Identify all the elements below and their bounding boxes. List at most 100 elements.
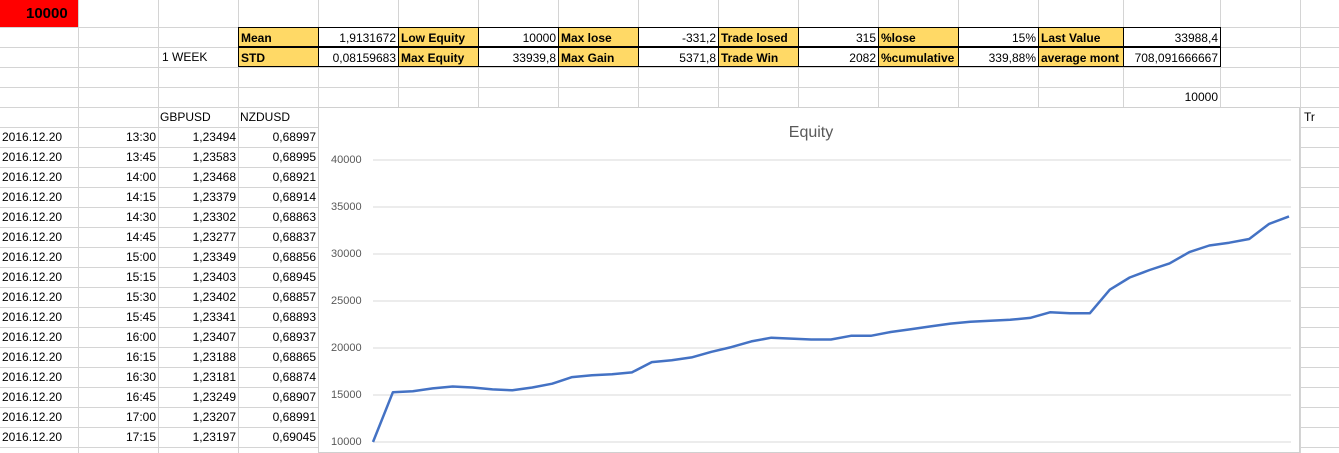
gbpusd-cell: 1,23207: [192, 410, 236, 424]
gbpusd-cell: 1,23494: [192, 130, 236, 144]
time-cell: 14:00: [125, 170, 156, 184]
nzdusd-cell: 0,68937: [272, 330, 316, 344]
date-cell: 2016.12.20: [2, 370, 63, 384]
stat-value: 5371,8: [638, 47, 719, 67]
nzdusd-cell: 0,68874: [272, 370, 316, 384]
gbpusd-cell: 1,23188: [192, 350, 236, 364]
nzdusd-cell: 0,68921: [272, 170, 316, 184]
stat-value: 33939,8: [478, 47, 559, 67]
date-cell: 2016.12.20: [2, 410, 63, 424]
stat-value: 2082: [798, 47, 879, 67]
gbpusd-cell: 1,23341: [192, 310, 236, 324]
stat-value: 315: [798, 27, 879, 47]
time-cell: 14:45: [125, 230, 156, 244]
nzdusd-cell: 0,69045: [272, 430, 316, 444]
time-cell: 16:00: [125, 330, 156, 344]
column-header: NZDUSD: [240, 110, 290, 124]
stat-label: Trade Win: [718, 47, 799, 67]
stat-value: -331,2: [638, 27, 719, 47]
nzdusd-cell: 0,68945: [272, 270, 316, 284]
time-cell: 15:30: [125, 290, 156, 304]
time-cell: 16:30: [125, 370, 156, 384]
nzdusd-cell: 0,68907: [272, 390, 316, 404]
date-cell: 2016.12.20: [2, 130, 63, 144]
nzdusd-cell: 0,68893: [272, 310, 316, 324]
stat-label: Mean: [238, 27, 319, 47]
partial-header: Tr: [1304, 110, 1315, 124]
y-tick-label: 35000: [331, 201, 362, 213]
nzdusd-cell: 0,68857: [272, 290, 316, 304]
stat-label: Low Equity: [398, 27, 479, 47]
nzdusd-cell: 0,68995: [272, 150, 316, 164]
stat-value: 0,08159683: [318, 47, 399, 67]
stat-label: Max Equity: [398, 47, 479, 67]
chart-title: Equity: [789, 124, 833, 141]
gbpusd-cell: 1,23249: [192, 390, 236, 404]
gridline: [1300, 0, 1301, 453]
stat-label: Max lose: [558, 27, 639, 47]
stat-label: average mont: [1038, 47, 1124, 67]
stat-label: STD: [238, 47, 319, 67]
column-header: GBPUSD: [160, 110, 211, 124]
stat-value: 33988,4: [1123, 27, 1221, 47]
stat-value: 708,091666667: [1123, 47, 1221, 67]
gridline: [0, 67, 1339, 68]
stat-label: Trade losed: [718, 27, 799, 47]
date-cell: 2016.12.20: [2, 350, 63, 364]
nzdusd-cell: 0,68863: [272, 210, 316, 224]
stat-label: Last Value: [1038, 27, 1124, 47]
time-cell: 16:15: [125, 350, 156, 364]
date-cell: 2016.12.20: [2, 250, 63, 264]
gbpusd-cell: 1,23277: [192, 230, 236, 244]
time-cell: 16:45: [125, 390, 156, 404]
gbpusd-cell: 1,23583: [192, 150, 236, 164]
y-tick-label: 10000: [331, 436, 362, 448]
gbpusd-cell: 1,23403: [192, 270, 236, 284]
stat-label: %cumulative: [878, 47, 959, 67]
stat-label: %lose: [878, 27, 959, 47]
equity-line: [371, 215, 1290, 443]
time-cell: 14:15: [125, 190, 156, 204]
header-cell: 10000: [0, 0, 78, 27]
time-cell: 17:15: [125, 430, 156, 444]
gbpusd-cell: 1,23302: [192, 210, 236, 224]
time-cell: 15:00: [125, 250, 156, 264]
stat-label: Max Gain: [558, 47, 639, 67]
time-cell: 13:45: [125, 150, 156, 164]
date-cell: 2016.12.20: [2, 210, 63, 224]
y-tick-label: 40000: [331, 154, 362, 166]
date-cell: 2016.12.20: [2, 190, 63, 204]
gbpusd-cell: 1,23379: [192, 190, 236, 204]
date-cell: 2016.12.20: [2, 390, 63, 404]
nzdusd-cell: 0,68837: [272, 230, 316, 244]
nzdusd-cell: 0,68997: [272, 130, 316, 144]
nzdusd-cell: 0,68865: [272, 350, 316, 364]
stat-value: 1,9131672: [318, 27, 399, 47]
gridline: [78, 0, 79, 453]
gridline: [0, 87, 1339, 88]
date-cell: 2016.12.20: [2, 170, 63, 184]
chart: Equity 10000 15000 20000 25000 30000 35000 400…: [318, 107, 1300, 453]
gbpusd-cell: 1,23407: [192, 330, 236, 344]
nzdusd-cell: 0,68991: [272, 410, 316, 424]
gbpusd-cell: 1,23402: [192, 290, 236, 304]
date-cell: 2016.12.20: [2, 270, 63, 284]
time-cell: 15:45: [125, 310, 156, 324]
time-cell: 14:30: [125, 210, 156, 224]
date-cell: 2016.12.20: [2, 150, 63, 164]
gbpusd-cell: 1,23349: [192, 250, 236, 264]
y-tick-label: 30000: [331, 248, 362, 260]
y-tick-label: 15000: [331, 389, 362, 401]
gbpusd-cell: 1,23181: [192, 370, 236, 384]
y-tick-label: 25000: [331, 295, 362, 307]
date-cell: 2016.12.20: [2, 430, 63, 444]
gbpusd-cell: 1,23197: [192, 430, 236, 444]
gridline: [158, 0, 159, 453]
date-cell: 2016.12.20: [2, 330, 63, 344]
date-cell: 2016.12.20: [2, 230, 63, 244]
period-label: 1 WEEK: [162, 50, 208, 64]
stat-value: 339,88%: [958, 47, 1039, 67]
date-cell: 2016.12.20: [2, 310, 63, 324]
nzdusd-cell: 0,68914: [272, 190, 316, 204]
